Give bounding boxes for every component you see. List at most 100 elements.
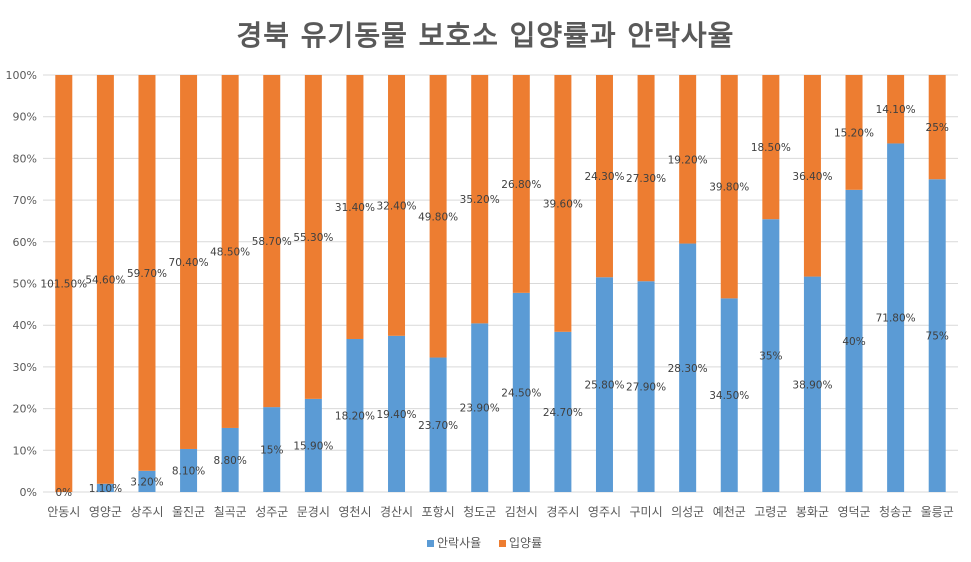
y-tick-label: 60% [13,236,37,249]
data-label: 25% [926,122,949,134]
y-tick-label: 90% [13,111,37,124]
x-tick-label: 울릉군 [921,505,954,519]
bar-안락사율 [471,323,489,492]
data-label: 23.90% [460,403,500,415]
bar-안락사율 [263,407,281,492]
y-tick-label: 0% [20,486,37,499]
bar-입양률 [637,75,655,282]
data-label: 24.30% [584,171,624,183]
data-label: 27.30% [626,173,666,185]
bar-안락사율 [679,243,697,492]
bar-안락사율 [346,338,364,492]
data-label: 48.50% [210,246,250,258]
data-label: 14.10% [876,104,916,116]
data-label: 58.70% [252,236,292,248]
bar-안락사율 [221,427,239,492]
bar-입양률 [679,75,697,244]
data-label: 32.40% [376,200,416,212]
data-label: 19.40% [376,409,416,421]
x-tick-label: 청도군 [463,505,496,519]
chart-title: 경북 유기동물 보호소 입양률과 안락사율 [236,19,735,52]
bar-안락사율 [388,335,406,492]
data-label: 39.60% [543,198,583,210]
legend-label: 입양률 [509,536,542,550]
legend: 안락사율 입양률 [427,536,542,550]
y-axis: 0% 10% 20% 30% 40% 50% 60% 70% 80% 90% 100% [6,69,37,499]
data-label: 18.50% [751,142,791,154]
x-tick-label: 칠곡군 [214,505,247,519]
bar-입양률 [55,75,73,492]
data-label: 27.90% [626,382,666,394]
bar-입양률 [720,75,738,299]
data-label: 23.70% [418,420,458,432]
data-label: 18.20% [335,410,375,422]
bar-안락사율 [887,143,905,493]
bar-입양률 [263,75,281,408]
bar-입양률 [96,75,114,484]
data-label: 19.20% [668,154,708,166]
bar-안락사율 [304,398,322,492]
y-tick-label: 30% [13,361,37,374]
data-label: 28.30% [668,363,708,375]
data-label: 54.60% [85,274,125,286]
bar-입양률 [512,75,530,293]
data-label: 15.20% [834,127,874,139]
y-tick-label: 50% [13,278,37,291]
bar-입양률 [471,75,489,324]
bar-입양률 [304,75,322,399]
y-tick-label: 70% [13,194,37,207]
data-label: 49.80% [418,211,458,223]
bar-안락사율 [554,331,572,492]
x-tick-label: 청송군 [879,505,912,519]
data-label: 8.10% [172,465,205,477]
data-label: 39.80% [709,182,749,194]
bar-입양률 [595,75,613,278]
data-label: 34.50% [709,390,749,402]
bar-안락사율 [803,276,821,492]
bar-입양률 [803,75,821,277]
y-tick-label: 20% [13,403,37,416]
data-label: 70.40% [169,257,209,269]
bar-입양률 [928,75,946,180]
data-label: 1.10% [89,483,122,495]
bar-입양률 [762,75,780,220]
bar-입양률 [346,75,364,339]
x-tick-label: 영주시 [588,505,621,519]
bar-안락사율 [429,357,447,492]
x-tick-label: 영양군 [89,505,122,519]
bar-입양률 [429,75,447,358]
x-tick-label: 봉화군 [796,505,829,519]
bar-입양률 [845,75,863,190]
legend-swatch [499,540,506,547]
data-label: 36.40% [792,171,832,183]
bar-안락사율 [928,179,946,492]
x-axis: 안동시 영양군 상주시 울진군 칠곡군 성주군 문경시 영천시 경산시 포항시 청도군 김천시 경주시 영… [47,504,954,519]
data-label: 24.50% [501,387,541,399]
y-tick-label: 40% [13,319,37,332]
x-tick-label: 성주군 [255,505,288,519]
bar-안락사율 [595,277,613,492]
data-labels: 0% 101.50% 1.10% 54.60% 3.20% 59.70% 8.10% 70.4… [40,104,948,499]
bar-안락사율 [180,448,198,492]
bar-입양률 [887,75,905,144]
legend-swatch [427,540,434,547]
y-tick-label: 80% [13,152,37,165]
x-tick-label: 고령군 [754,505,787,519]
x-tick-label: 울진군 [172,505,205,519]
data-label: 38.90% [792,379,832,391]
y-tick-label: 100% [6,69,37,82]
x-tick-label: 경산시 [380,505,413,519]
x-tick-label: 구미시 [630,505,663,519]
x-tick-label: 문경시 [297,505,330,519]
data-label: 8.80% [213,455,246,467]
data-label: 3.20% [130,476,163,488]
x-tick-label: 상주시 [130,505,163,519]
data-label: 0% [55,487,72,499]
bars [55,75,946,493]
bar-안락사율 [637,281,655,492]
bar-입양률 [554,75,572,332]
data-label: 31.40% [335,202,375,214]
bar-입양률 [388,75,406,336]
x-tick-label: 안동시 [47,505,80,519]
